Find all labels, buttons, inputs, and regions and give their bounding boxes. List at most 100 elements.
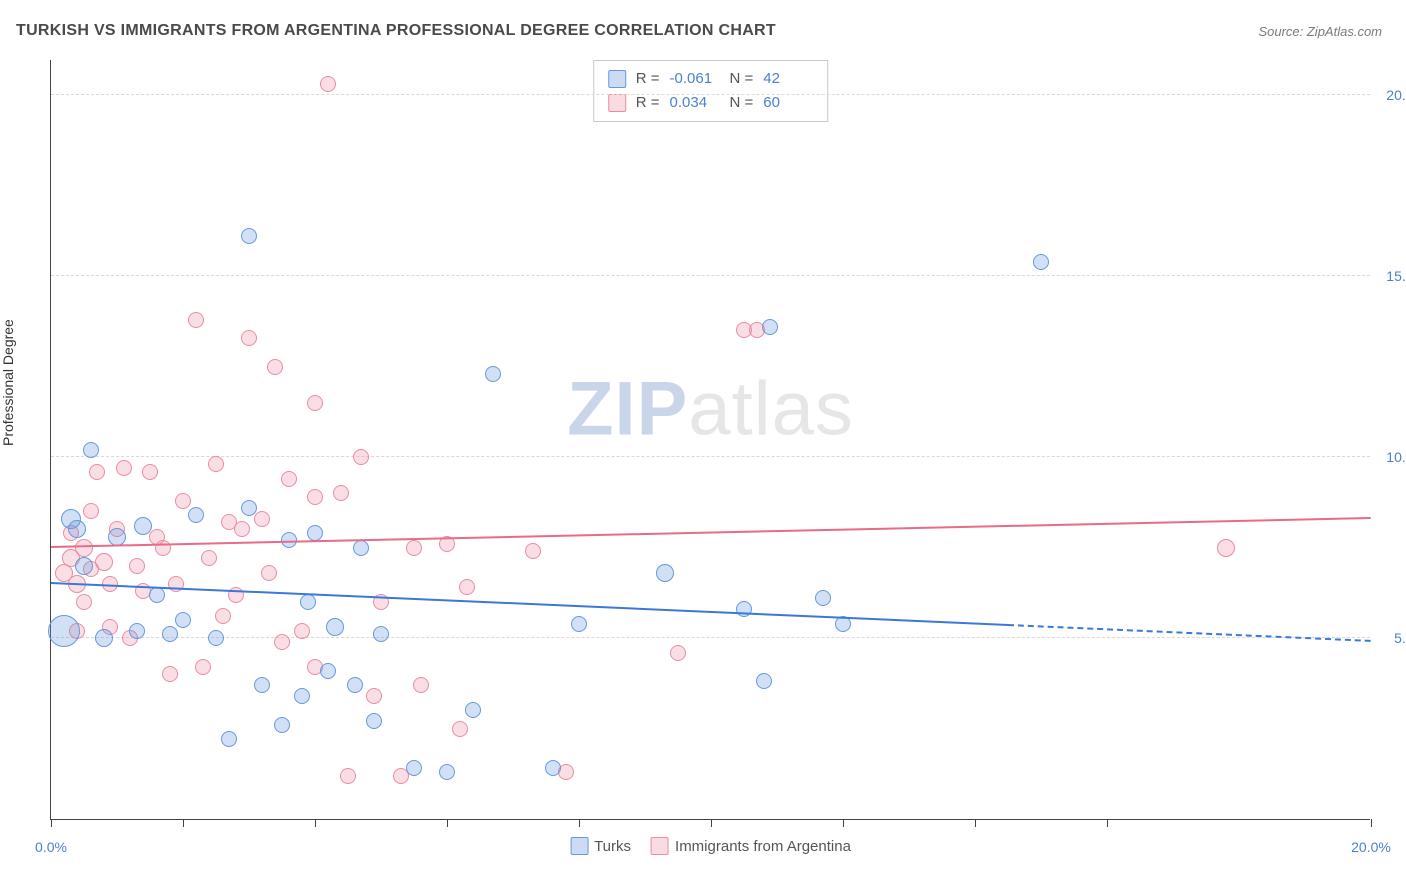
scatter-point-argentina (320, 76, 336, 92)
y-tick-label: 5.0% (1394, 630, 1406, 646)
x-tick (51, 819, 52, 827)
scatter-point-argentina (670, 645, 686, 661)
scatter-point-turks (48, 615, 80, 647)
scatter-point-turks (320, 663, 336, 679)
scatter-point-argentina (201, 550, 217, 566)
legend-label-turks: Turks (594, 838, 631, 855)
scatter-point-turks (188, 507, 204, 523)
x-tick (447, 819, 448, 827)
chart-title: TURKISH VS IMMIGRANTS FROM ARGENTINA PRO… (16, 22, 776, 40)
watermark: ZIPatlas (567, 366, 854, 453)
x-tick (975, 819, 976, 827)
scatter-point-argentina (353, 449, 369, 465)
scatter-point-argentina (116, 460, 132, 476)
scatter-point-turks (571, 616, 587, 632)
r-label: R = (636, 67, 660, 91)
legend-swatch-argentina (651, 837, 669, 855)
scatter-point-argentina (234, 521, 250, 537)
y-axis-label: Professional Degree (0, 319, 16, 446)
legend-swatch-turks (570, 837, 588, 855)
y-tick-label: 20.0% (1386, 87, 1406, 103)
scatter-point-turks (95, 629, 113, 647)
gridline (51, 637, 1370, 638)
scatter-point-argentina (406, 540, 422, 556)
x-tick (843, 819, 844, 827)
scatter-point-argentina (340, 768, 356, 784)
scatter-point-argentina (83, 503, 99, 519)
scatter-point-turks (366, 713, 382, 729)
scatter-point-turks (326, 618, 344, 636)
source-attribution: Source: ZipAtlas.com (1258, 24, 1382, 39)
scatter-point-turks (108, 528, 126, 546)
scatter-point-argentina (215, 608, 231, 624)
scatter-point-turks (294, 688, 310, 704)
scatter-point-turks (736, 601, 752, 617)
scatter-point-turks (241, 228, 257, 244)
scatter-point-turks (762, 319, 778, 335)
scatter-point-turks (373, 626, 389, 642)
scatter-point-turks (1033, 254, 1049, 270)
plot-area: ZIPatlas R = -0.061 N = 42 R = 0.034 N =… (50, 60, 1370, 820)
scatter-point-turks (406, 760, 422, 776)
scatter-point-argentina (307, 395, 323, 411)
bottom-legend: Turks Immigrants from Argentina (570, 837, 851, 855)
scatter-point-argentina (76, 594, 92, 610)
scatter-point-turks (439, 764, 455, 780)
scatter-point-turks (83, 442, 99, 458)
scatter-point-turks (254, 677, 270, 693)
x-tick (1107, 819, 1108, 827)
scatter-point-argentina (162, 666, 178, 682)
scatter-point-turks (815, 590, 831, 606)
x-tick-label: 20.0% (1351, 839, 1391, 855)
scatter-point-turks (134, 517, 152, 535)
scatter-point-argentina (294, 623, 310, 639)
gridline (51, 456, 1370, 457)
x-tick (711, 819, 712, 827)
scatter-point-argentina (75, 539, 93, 557)
legend-label-argentina: Immigrants from Argentina (675, 838, 851, 855)
scatter-point-turks (300, 594, 316, 610)
x-tick-label: 0.0% (35, 839, 67, 855)
gridline (51, 94, 1370, 95)
scatter-point-turks (353, 540, 369, 556)
scatter-point-turks (347, 677, 363, 693)
scatter-point-turks (208, 630, 224, 646)
y-tick-label: 10.0% (1386, 449, 1406, 465)
scatter-point-argentina (95, 553, 113, 571)
scatter-point-turks (274, 717, 290, 733)
scatter-point-argentina (452, 721, 468, 737)
scatter-point-argentina (175, 493, 191, 509)
scatter-point-turks (307, 525, 323, 541)
watermark-atlas: atlas (688, 367, 854, 452)
scatter-point-turks (175, 612, 191, 628)
scatter-point-argentina (89, 464, 105, 480)
scatter-point-argentina (459, 579, 475, 595)
scatter-point-turks (75, 557, 93, 575)
scatter-point-argentina (1217, 539, 1235, 557)
n-label: N = (730, 67, 754, 91)
scatter-point-argentina (333, 485, 349, 501)
scatter-point-turks (241, 500, 257, 516)
stats-row-turks: R = -0.061 N = 42 (608, 67, 814, 91)
scatter-point-turks (756, 673, 772, 689)
x-tick (315, 819, 316, 827)
scatter-point-argentina (195, 659, 211, 675)
scatter-point-turks (149, 587, 165, 603)
scatter-point-argentina (241, 330, 257, 346)
y-tick-label: 15.0% (1386, 268, 1406, 284)
scatter-point-turks (129, 623, 145, 639)
legend-item-argentina: Immigrants from Argentina (651, 837, 851, 855)
trendline (51, 582, 1008, 626)
scatter-point-argentina (274, 634, 290, 650)
scatter-point-argentina (208, 456, 224, 472)
scatter-point-argentina (129, 558, 145, 574)
scatter-point-argentina (188, 312, 204, 328)
scatter-point-argentina (254, 511, 270, 527)
watermark-zip: ZIP (567, 367, 688, 452)
scatter-point-argentina (366, 688, 382, 704)
x-tick (579, 819, 580, 827)
scatter-point-argentina (267, 359, 283, 375)
scatter-point-turks (485, 366, 501, 382)
scatter-point-turks (545, 760, 561, 776)
trendline (1008, 624, 1371, 642)
